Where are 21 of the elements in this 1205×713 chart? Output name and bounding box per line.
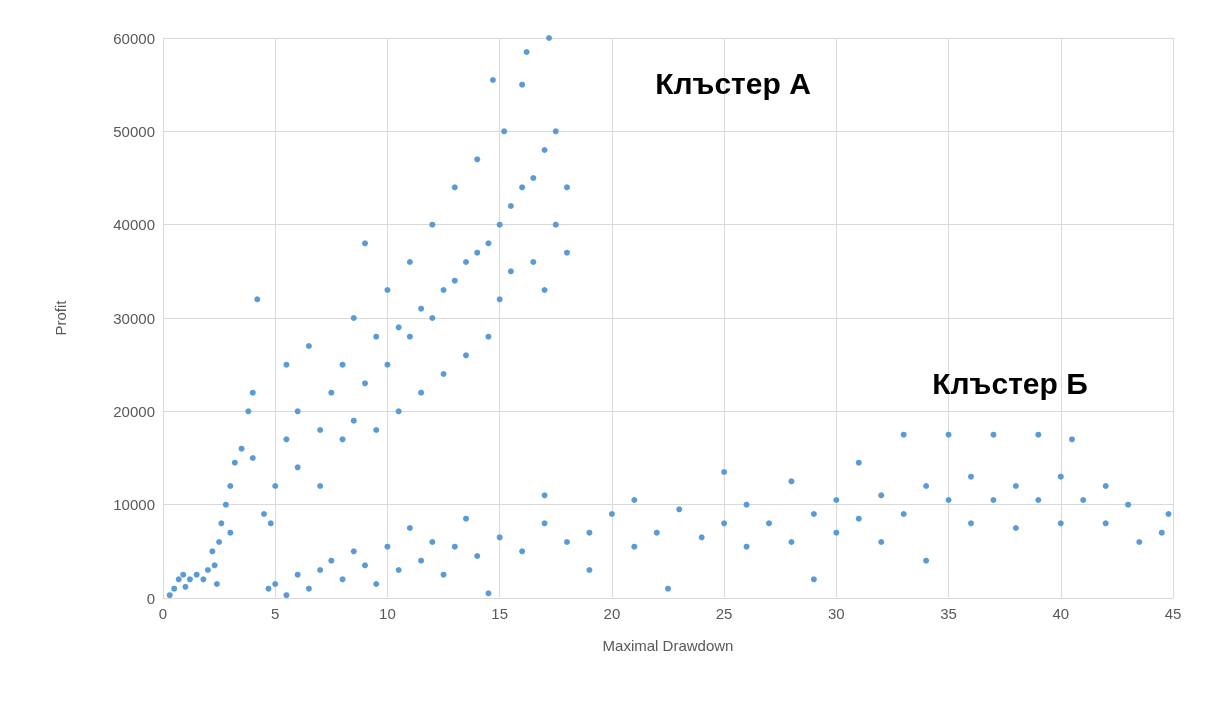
- x-tick-label: 20: [603, 605, 621, 622]
- x-tick-label: 25: [715, 605, 733, 622]
- annotation: Клъстер Б: [932, 366, 1088, 400]
- x-axis-title: Maximal Drawdown: [602, 637, 734, 654]
- x-tick-label: 40: [1052, 605, 1070, 622]
- x-tick-label: 45: [1164, 605, 1182, 622]
- y-tick-label: 0: [146, 589, 155, 607]
- y-tick-label: 50000: [113, 122, 155, 140]
- y-tick-label: 10000: [113, 496, 155, 514]
- x-tick-label: 0: [158, 605, 168, 622]
- x-tick-label: 5: [271, 605, 280, 622]
- x-tick-label: 10: [379, 605, 396, 622]
- x-tick-label: 30: [827, 605, 845, 622]
- y-tick-label: 30000: [113, 309, 155, 327]
- x-tick-label: 35: [940, 605, 957, 622]
- y-tick-label: 60000: [113, 29, 155, 47]
- y-axis-title: Profit: [52, 299, 69, 336]
- x-tick-label: 15: [491, 605, 509, 622]
- y-tick-label: 20000: [113, 402, 155, 420]
- annotation: Клъстер А: [655, 66, 811, 100]
- y-tick-label: 40000: [113, 216, 155, 234]
